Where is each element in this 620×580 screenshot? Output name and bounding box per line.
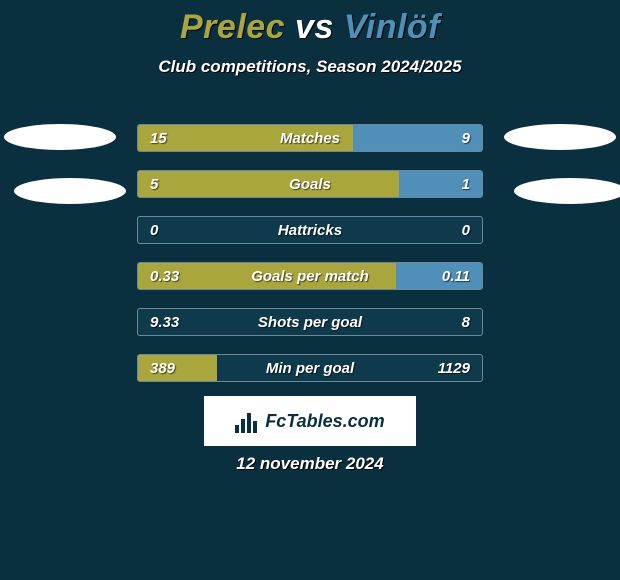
stat-label: Goals per match xyxy=(138,263,482,289)
player2-name: Vinlöf xyxy=(344,8,440,46)
stat-row: 51Goals xyxy=(137,170,483,198)
source-text: FcTables.com xyxy=(265,411,384,432)
stat-row: 159Matches xyxy=(137,124,483,152)
player1-name: Prelec xyxy=(180,8,285,46)
comparison-card: Prelec vs Vinlöf Club competitions, Seas… xyxy=(0,0,620,580)
stat-label: Min per goal xyxy=(138,355,482,381)
stat-label: Hattricks xyxy=(138,217,482,243)
stat-row: 3891129Min per goal xyxy=(137,354,483,382)
vs-label: vs xyxy=(295,8,334,46)
player1-photo-placeholder xyxy=(4,124,116,150)
player2-photo-placeholder xyxy=(504,124,616,150)
player2-photo-placeholder xyxy=(514,178,620,204)
stat-row: 0.330.11Goals per match xyxy=(137,262,483,290)
stat-label: Goals xyxy=(138,171,482,197)
source-badge: FcTables.com xyxy=(204,396,416,446)
date-label: 12 november 2024 xyxy=(0,454,620,474)
stats-bars: 159Matches 51Goals 00Hattricks 0.330.11Goal… xyxy=(137,124,483,400)
stat-row: 00Hattricks xyxy=(137,216,483,244)
stat-row: 9.338Shots per goal xyxy=(137,308,483,336)
player1-photo-placeholder xyxy=(14,178,126,204)
title: Prelec vs Vinlöf xyxy=(0,0,620,47)
subtitle: Club competitions, Season 2024/2025 xyxy=(0,57,620,77)
stat-label: Shots per goal xyxy=(138,309,482,335)
fctables-logo-icon xyxy=(235,409,259,433)
stat-label: Matches xyxy=(138,125,482,151)
